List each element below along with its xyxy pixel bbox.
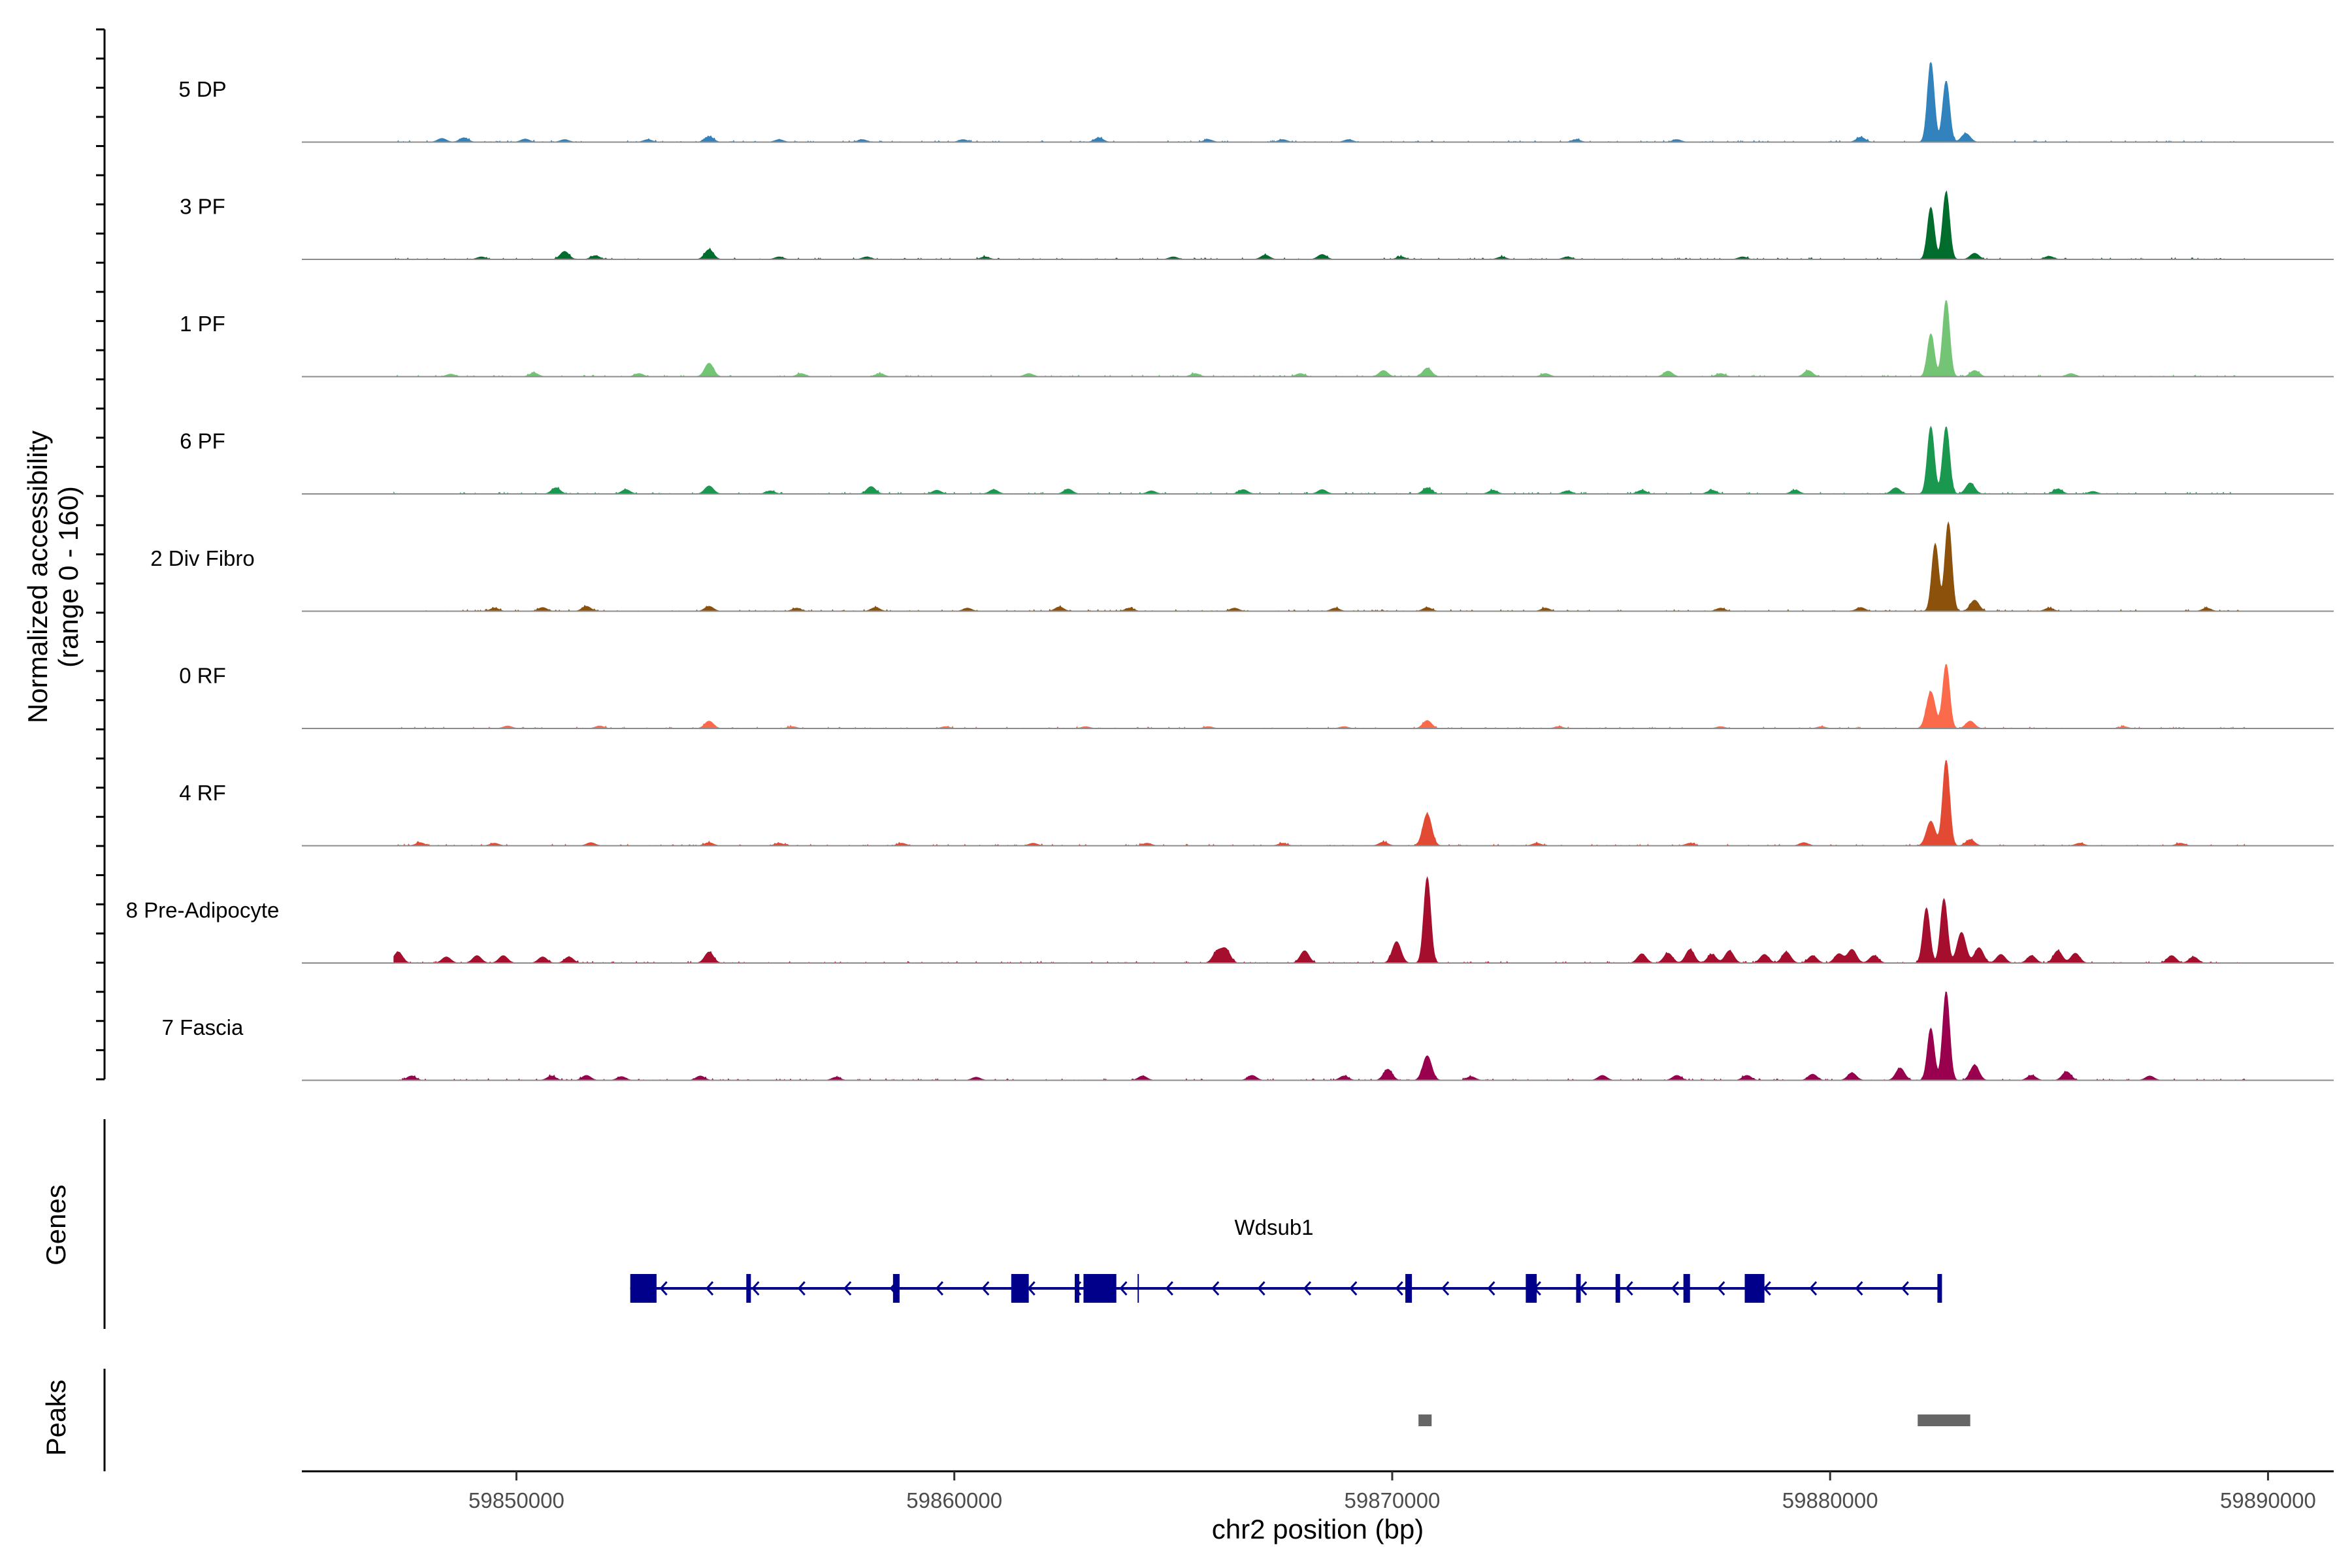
gene-exon xyxy=(1405,1274,1413,1303)
gene-model xyxy=(630,1274,1942,1303)
track-7-fascia: 7 Fascia xyxy=(162,991,2334,1081)
x-tick-label: 59880000 xyxy=(1782,1488,1878,1512)
gene-exon xyxy=(1011,1274,1029,1303)
x-tick-label: 59870000 xyxy=(1345,1488,1441,1512)
y-axis-title-line1: Normalized accessibility xyxy=(22,431,53,723)
strand-arrow xyxy=(1901,1281,1909,1296)
gene-exon xyxy=(1615,1274,1620,1303)
track-8-pre-adipocyte: 8 Pre-Adipocyte xyxy=(126,876,2334,964)
gene-exon xyxy=(630,1274,657,1303)
track-label: 7 Fascia xyxy=(162,1015,244,1039)
strand-arrow xyxy=(1165,1281,1173,1296)
track-label: 2 Div Fibro xyxy=(150,546,255,570)
coverage-tracks: 5 DP 3 PF 1 PF 6 PF 2 Div Fibro 0 RF 4 RF 8 Pre… xyxy=(126,61,2334,1081)
gene-exon xyxy=(1937,1274,1942,1303)
x-tick-label: 59860000 xyxy=(906,1488,1002,1512)
track-label: 6 PF xyxy=(180,429,225,453)
x-axis-title: chr2 position (bp) xyxy=(1212,1514,1424,1544)
peak-region xyxy=(1418,1414,1432,1426)
y-axis-title: Normalized accessibility (range 0 - 160) xyxy=(22,431,84,723)
strand-arrow xyxy=(797,1281,806,1296)
track-5-dp: 5 DP xyxy=(178,61,2334,143)
strand-arrow xyxy=(1257,1281,1266,1296)
gene-exon xyxy=(1075,1274,1080,1303)
gene-exon xyxy=(746,1274,751,1303)
coverage-y-axis xyxy=(96,28,106,1081)
peaks-panel-title: Peaks xyxy=(41,1380,71,1456)
y-axis-title-line2: (range 0 - 160) xyxy=(53,486,84,668)
track-label: 3 PF xyxy=(180,195,225,219)
strand-arrow xyxy=(1119,1281,1128,1296)
strand-arrow xyxy=(1303,1281,1312,1296)
strand-arrow xyxy=(1211,1281,1220,1296)
gene-exon xyxy=(1083,1274,1117,1303)
gene-exon xyxy=(1576,1274,1581,1303)
gene-exon xyxy=(1744,1274,1765,1303)
track-label: 5 DP xyxy=(178,77,226,101)
strand-arrow xyxy=(659,1281,668,1296)
gene-exon xyxy=(1683,1274,1690,1303)
genes-panel-title: Genes xyxy=(41,1184,71,1266)
gene-label: Wdsub1 xyxy=(1234,1215,1313,1239)
strand-arrow xyxy=(1395,1281,1403,1296)
track-label: 8 Pre-Adipocyte xyxy=(126,898,280,923)
track-label: 0 RF xyxy=(179,664,226,688)
strand-arrow xyxy=(1809,1281,1818,1296)
gene-exon xyxy=(892,1274,900,1303)
strand-arrow xyxy=(1441,1281,1450,1296)
coverage-area xyxy=(393,190,2246,260)
peak-regions xyxy=(1418,1414,1970,1426)
gene-exon xyxy=(1526,1274,1537,1303)
track-0-rf: 0 RF xyxy=(179,664,2334,729)
coverage-area xyxy=(393,425,2246,495)
x-tick-label: 59850000 xyxy=(468,1488,564,1512)
track-3-pf: 3 PF xyxy=(180,190,2334,260)
x-axis-ticks: 59850000 59860000 59870000 59880000 59890000 xyxy=(468,1471,2316,1512)
strand-arrow xyxy=(1671,1281,1680,1296)
track-6-pf: 6 PF xyxy=(180,425,2334,495)
track-1-pf: 1 PF xyxy=(180,300,2334,378)
x-tick-label: 59890000 xyxy=(2220,1488,2316,1512)
strand-arrow xyxy=(1855,1281,1863,1296)
track-4-rf: 4 RF xyxy=(179,760,2334,847)
strand-arrow xyxy=(705,1281,714,1296)
strand-arrow xyxy=(751,1281,760,1296)
strand-arrow xyxy=(1349,1281,1358,1296)
strand-arrow xyxy=(935,1281,943,1296)
strand-arrow xyxy=(1487,1281,1495,1296)
track-label: 1 PF xyxy=(180,312,225,336)
track-label: 4 RF xyxy=(179,781,226,805)
strand-arrow xyxy=(981,1281,990,1296)
strand-arrow xyxy=(843,1281,852,1296)
strand-arrow xyxy=(1625,1281,1633,1296)
track-2-div-fibro: 2 Div Fibro xyxy=(150,521,2334,612)
strand-arrow xyxy=(1717,1281,1725,1296)
peak-region xyxy=(1918,1414,1970,1426)
